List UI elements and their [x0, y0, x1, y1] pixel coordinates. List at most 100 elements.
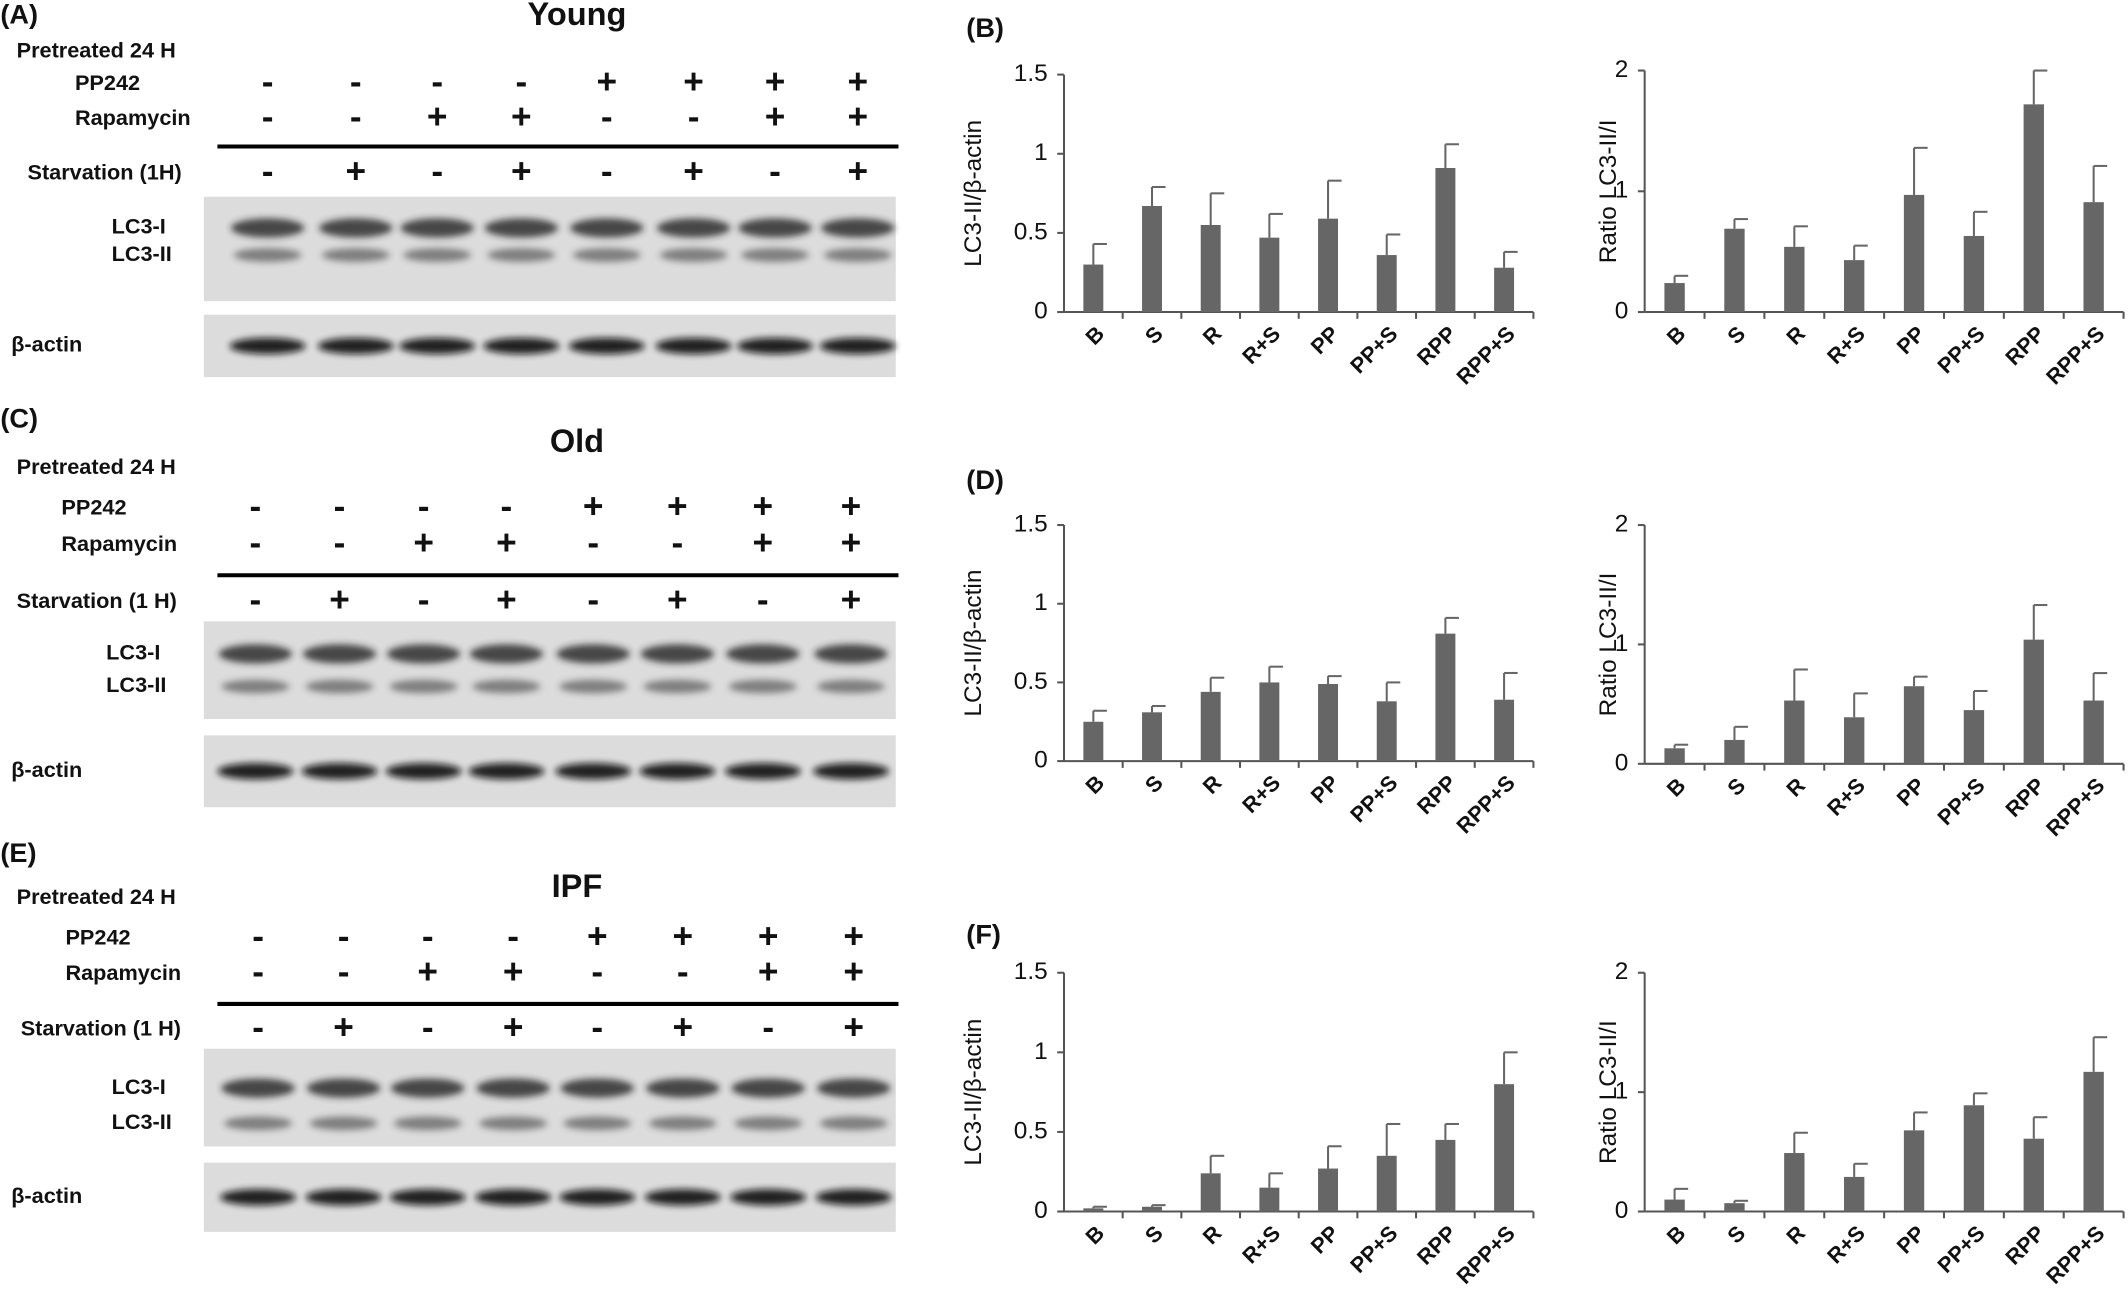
sign: + — [596, 62, 617, 101]
bar — [1844, 260, 1865, 313]
band — [479, 1116, 548, 1131]
sign: + — [672, 917, 693, 956]
sign: + — [841, 487, 862, 526]
bar — [1494, 1084, 1515, 1212]
x-tick-label: R+S — [1822, 321, 1870, 369]
x-tick-label: PP+S — [1932, 321, 1989, 378]
sign: - — [262, 62, 274, 101]
band-label: LC3-I — [106, 640, 160, 665]
x-tick-label: S — [1140, 770, 1168, 798]
sign: - — [601, 152, 613, 191]
panel-label: (A) — [0, 0, 38, 29]
x-tick-label: RPP+S — [1451, 1220, 1519, 1288]
x-tick-label: PP — [1892, 773, 1930, 811]
sign: - — [587, 524, 599, 563]
bar — [1142, 205, 1162, 313]
x-tick-label: B — [1662, 1220, 1691, 1249]
row-label: Starvation (1 H) — [21, 1015, 181, 1040]
band — [570, 218, 644, 238]
band — [730, 1189, 807, 1206]
bar — [1259, 237, 1280, 313]
sign: - — [757, 581, 769, 620]
x-tick-label: R — [1781, 772, 1810, 801]
x-tick-label: RPP — [2000, 1220, 2049, 1269]
bar — [1376, 1155, 1397, 1212]
loading-label: β-actin — [11, 332, 82, 357]
bar — [1494, 267, 1515, 313]
x-tick-label: PP+S — [1345, 770, 1402, 827]
y-tick-label: 0 — [1615, 1197, 1629, 1224]
bar — [1200, 1173, 1221, 1212]
panel-label: (D) — [966, 464, 1004, 495]
x-tick-label: RPP — [1412, 321, 1461, 370]
row-label: Starvation (1H) — [27, 159, 181, 184]
band — [403, 248, 472, 262]
band — [319, 218, 393, 238]
sign: - — [422, 917, 434, 956]
bar — [1903, 194, 1925, 313]
y-tick-label: 0 — [1034, 297, 1048, 324]
x-tick-label: B — [1080, 770, 1109, 799]
sign: - — [431, 152, 443, 191]
bar — [1784, 700, 1805, 764]
band — [385, 763, 462, 780]
band — [306, 1078, 381, 1098]
x-tick-label: R+S — [1237, 770, 1285, 818]
sign: + — [672, 1008, 693, 1047]
y-tick-label: 0 — [1615, 749, 1629, 776]
bar — [1903, 686, 1925, 764]
x-tick-label: PP — [1306, 1220, 1344, 1258]
y-axis-label: LC3-II/β-actin — [960, 570, 987, 717]
sign: + — [496, 524, 517, 563]
sign: + — [841, 581, 862, 620]
sign: - — [671, 524, 683, 563]
bar — [1259, 1187, 1280, 1212]
bar — [1724, 228, 1745, 313]
band — [487, 248, 556, 262]
panel-label: (C) — [0, 403, 38, 434]
band — [821, 218, 895, 238]
bar — [1318, 1168, 1339, 1212]
band — [220, 1189, 297, 1206]
x-tick-label: B — [1080, 1220, 1109, 1249]
x-tick-label: RPP+S — [2041, 321, 2109, 389]
sign: - — [262, 98, 274, 137]
band — [572, 248, 641, 262]
sign: - — [252, 952, 264, 991]
sign: + — [587, 917, 608, 956]
band — [301, 763, 378, 780]
pretreated-label: Pretreated 24 H — [17, 37, 176, 62]
sign: - — [338, 917, 350, 956]
band — [233, 248, 302, 262]
y-axis-label: Ratio LC3-II/I — [1595, 119, 1622, 263]
y-tick-label: 1 — [1034, 1038, 1048, 1065]
sign: + — [843, 917, 864, 956]
x-tick-label: R — [1781, 321, 1810, 350]
band — [559, 679, 628, 694]
sign: + — [843, 952, 864, 991]
x-tick-label: PP+S — [1345, 321, 1402, 378]
row-label: PP242 — [65, 925, 130, 950]
x-tick-label: PP — [1892, 321, 1930, 359]
sign: + — [511, 98, 532, 137]
x-tick-label: R — [1198, 770, 1227, 799]
sign: - — [252, 917, 264, 956]
x-tick-label: R — [1198, 321, 1227, 350]
sign: - — [762, 1008, 774, 1047]
x-tick-label: S — [1140, 1220, 1168, 1248]
panel-label: (E) — [0, 837, 36, 868]
pretreated-label: Pretreated 24 H — [17, 884, 176, 909]
x-tick-label: PP — [1306, 321, 1344, 359]
sign: + — [753, 524, 774, 563]
band — [741, 248, 809, 262]
bar — [1724, 739, 1745, 764]
x-tick-label: S — [1140, 321, 1168, 349]
blot-box — [203, 1048, 896, 1147]
y-tick-label: 2 — [1615, 56, 1629, 83]
bar — [1494, 699, 1515, 762]
y-axis-label: LC3-II/β-actin — [960, 120, 987, 267]
band — [817, 679, 885, 694]
sign: - — [262, 152, 274, 191]
bar — [1200, 224, 1221, 313]
blot-title: Young — [528, 0, 627, 32]
